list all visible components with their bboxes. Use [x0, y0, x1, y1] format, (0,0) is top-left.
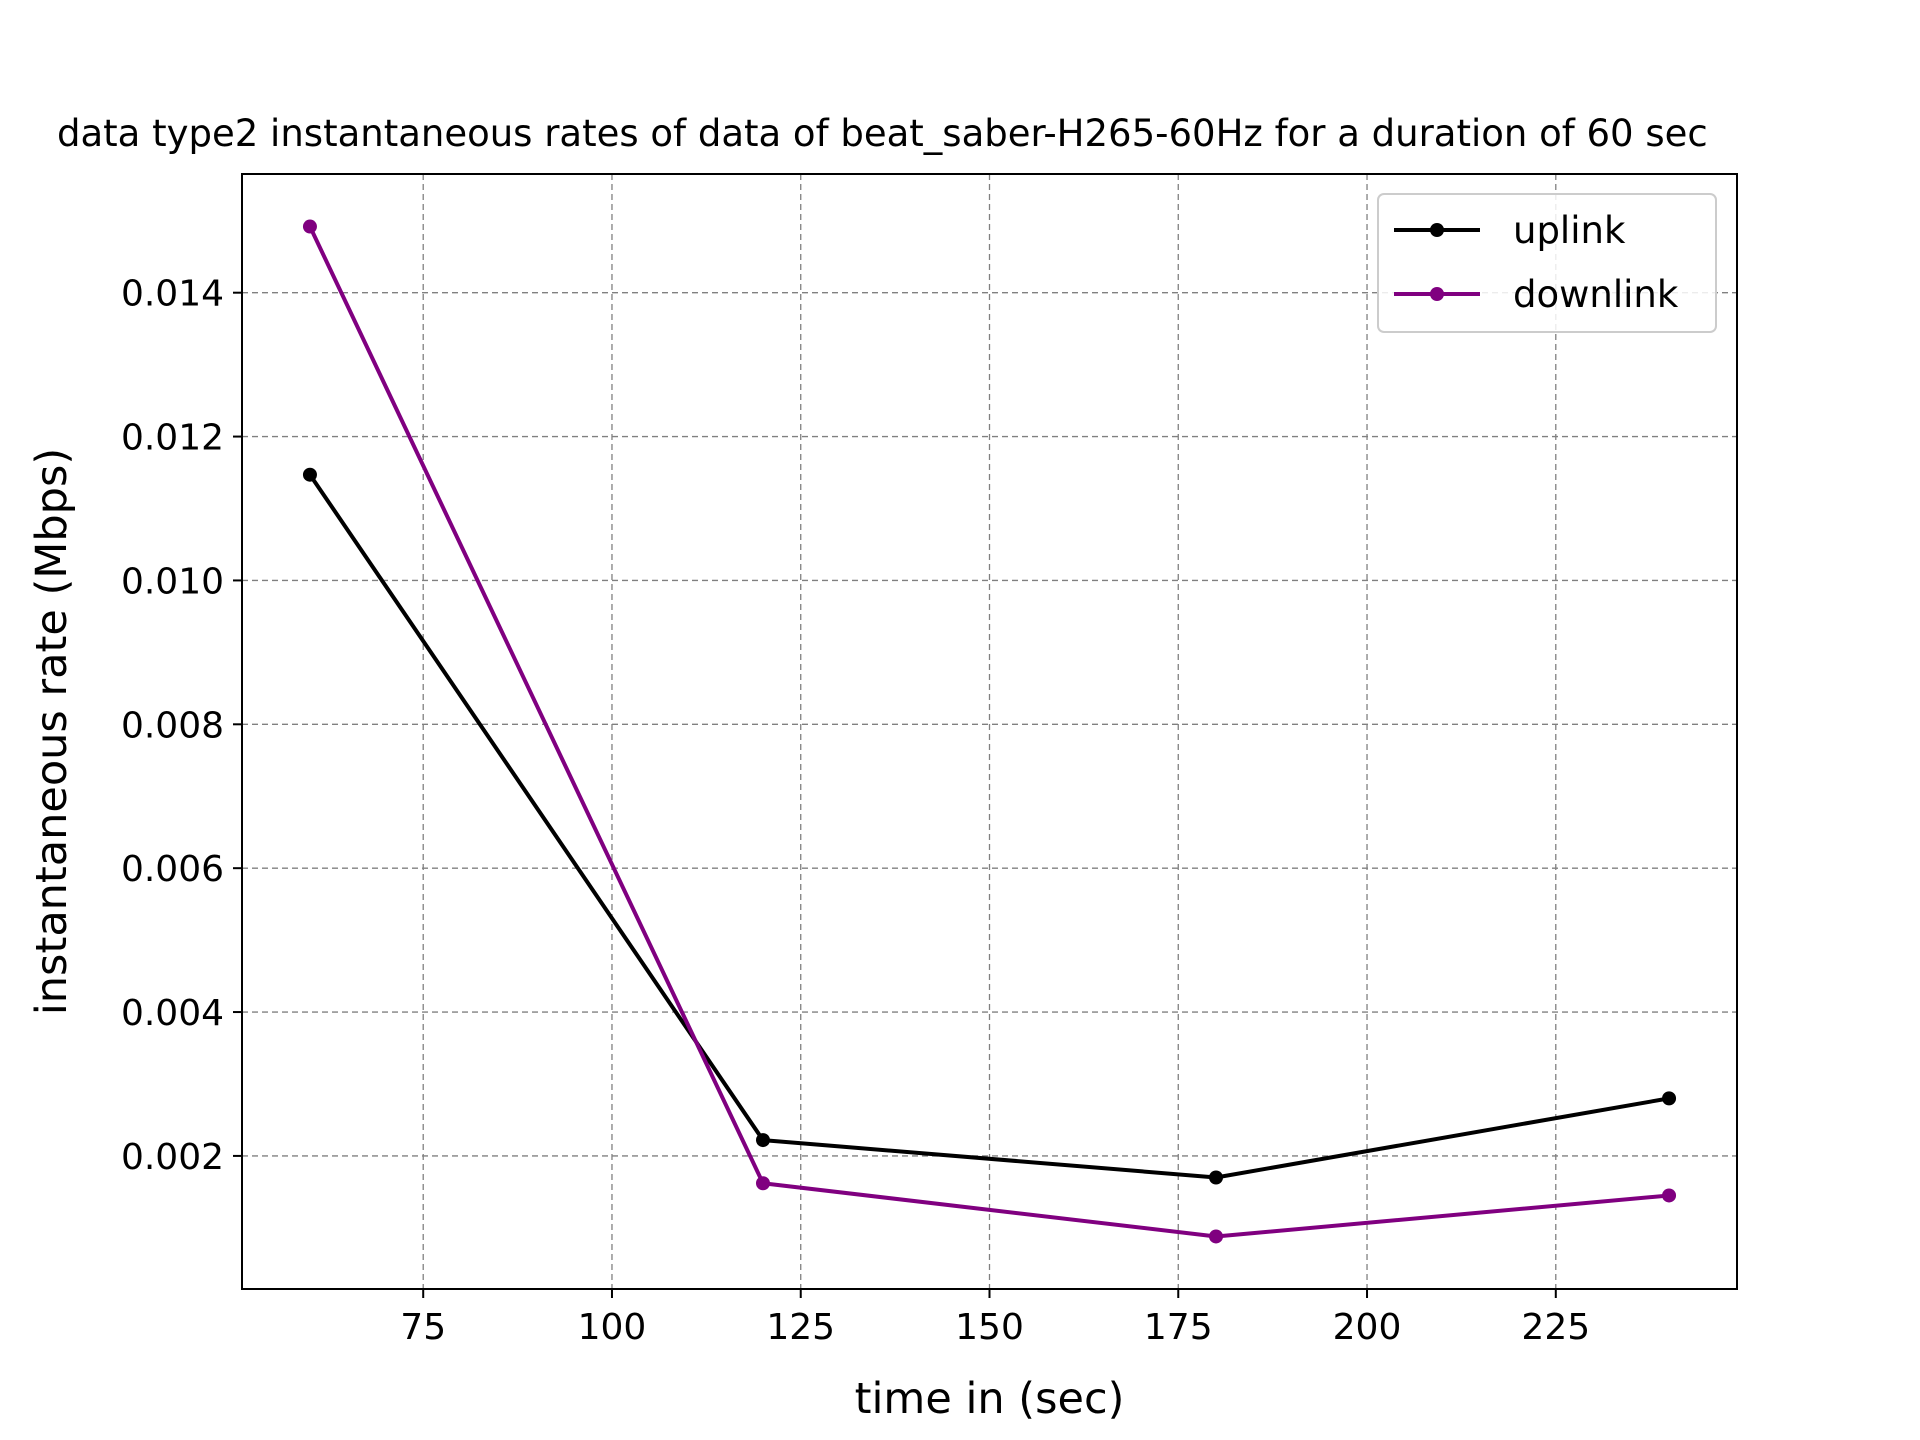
legend-item-uplink: uplink	[1394, 209, 1626, 252]
y-tick-label: 0.006	[121, 849, 224, 890]
series-downlink	[302, 219, 1677, 1244]
x-tick-label: 125	[766, 1307, 835, 1348]
legend-label: uplink	[1513, 209, 1626, 252]
data-point	[755, 1176, 770, 1191]
data-point	[755, 1133, 770, 1148]
x-tick-label: 100	[578, 1307, 647, 1348]
legend-marker	[1430, 287, 1444, 301]
y-tick-label: 0.004	[121, 993, 224, 1034]
ticks-layer: 75 100 125 150 175 200 225 0.002 0.004 0.006 0.008…	[121, 274, 1590, 1348]
y-axis-title: instantaneous rate (Mbps)	[27, 448, 77, 1015]
chart-title: data type2 instantaneous rates of data o…	[57, 112, 1708, 155]
y-tick-label: 0.014	[121, 274, 224, 315]
data-point	[302, 467, 317, 482]
series-line	[308, 473, 1670, 1180]
y-tick-label: 0.008	[121, 705, 224, 746]
grid-layer	[242, 174, 1737, 1289]
series-uplink	[302, 467, 1677, 1185]
data-point	[1662, 1091, 1677, 1106]
legend-item-downlink: downlink	[1394, 273, 1679, 316]
series-layer	[302, 219, 1677, 1244]
x-tick-label: 225	[1521, 1307, 1590, 1348]
data-point	[1209, 1170, 1224, 1185]
data-point	[1209, 1229, 1224, 1244]
legend: uplink downlink	[1377, 193, 1717, 333]
x-axis-title: time in (sec)	[855, 1374, 1125, 1424]
legend-label: downlink	[1513, 273, 1679, 316]
series-line	[308, 225, 1670, 1239]
data-point	[302, 219, 317, 234]
x-tick-label: 150	[955, 1307, 1024, 1348]
y-tick-label: 0.002	[121, 1137, 224, 1178]
y-tick-label: 0.012	[121, 418, 224, 459]
x-tick-label: 200	[1333, 1307, 1402, 1348]
x-tick-label: 175	[1144, 1307, 1213, 1348]
data-point	[1662, 1188, 1677, 1203]
legend-marker	[1430, 223, 1444, 237]
plot-frame	[241, 173, 1738, 1290]
x-tick-label: 75	[400, 1307, 446, 1348]
y-tick-label: 0.010	[121, 561, 224, 602]
